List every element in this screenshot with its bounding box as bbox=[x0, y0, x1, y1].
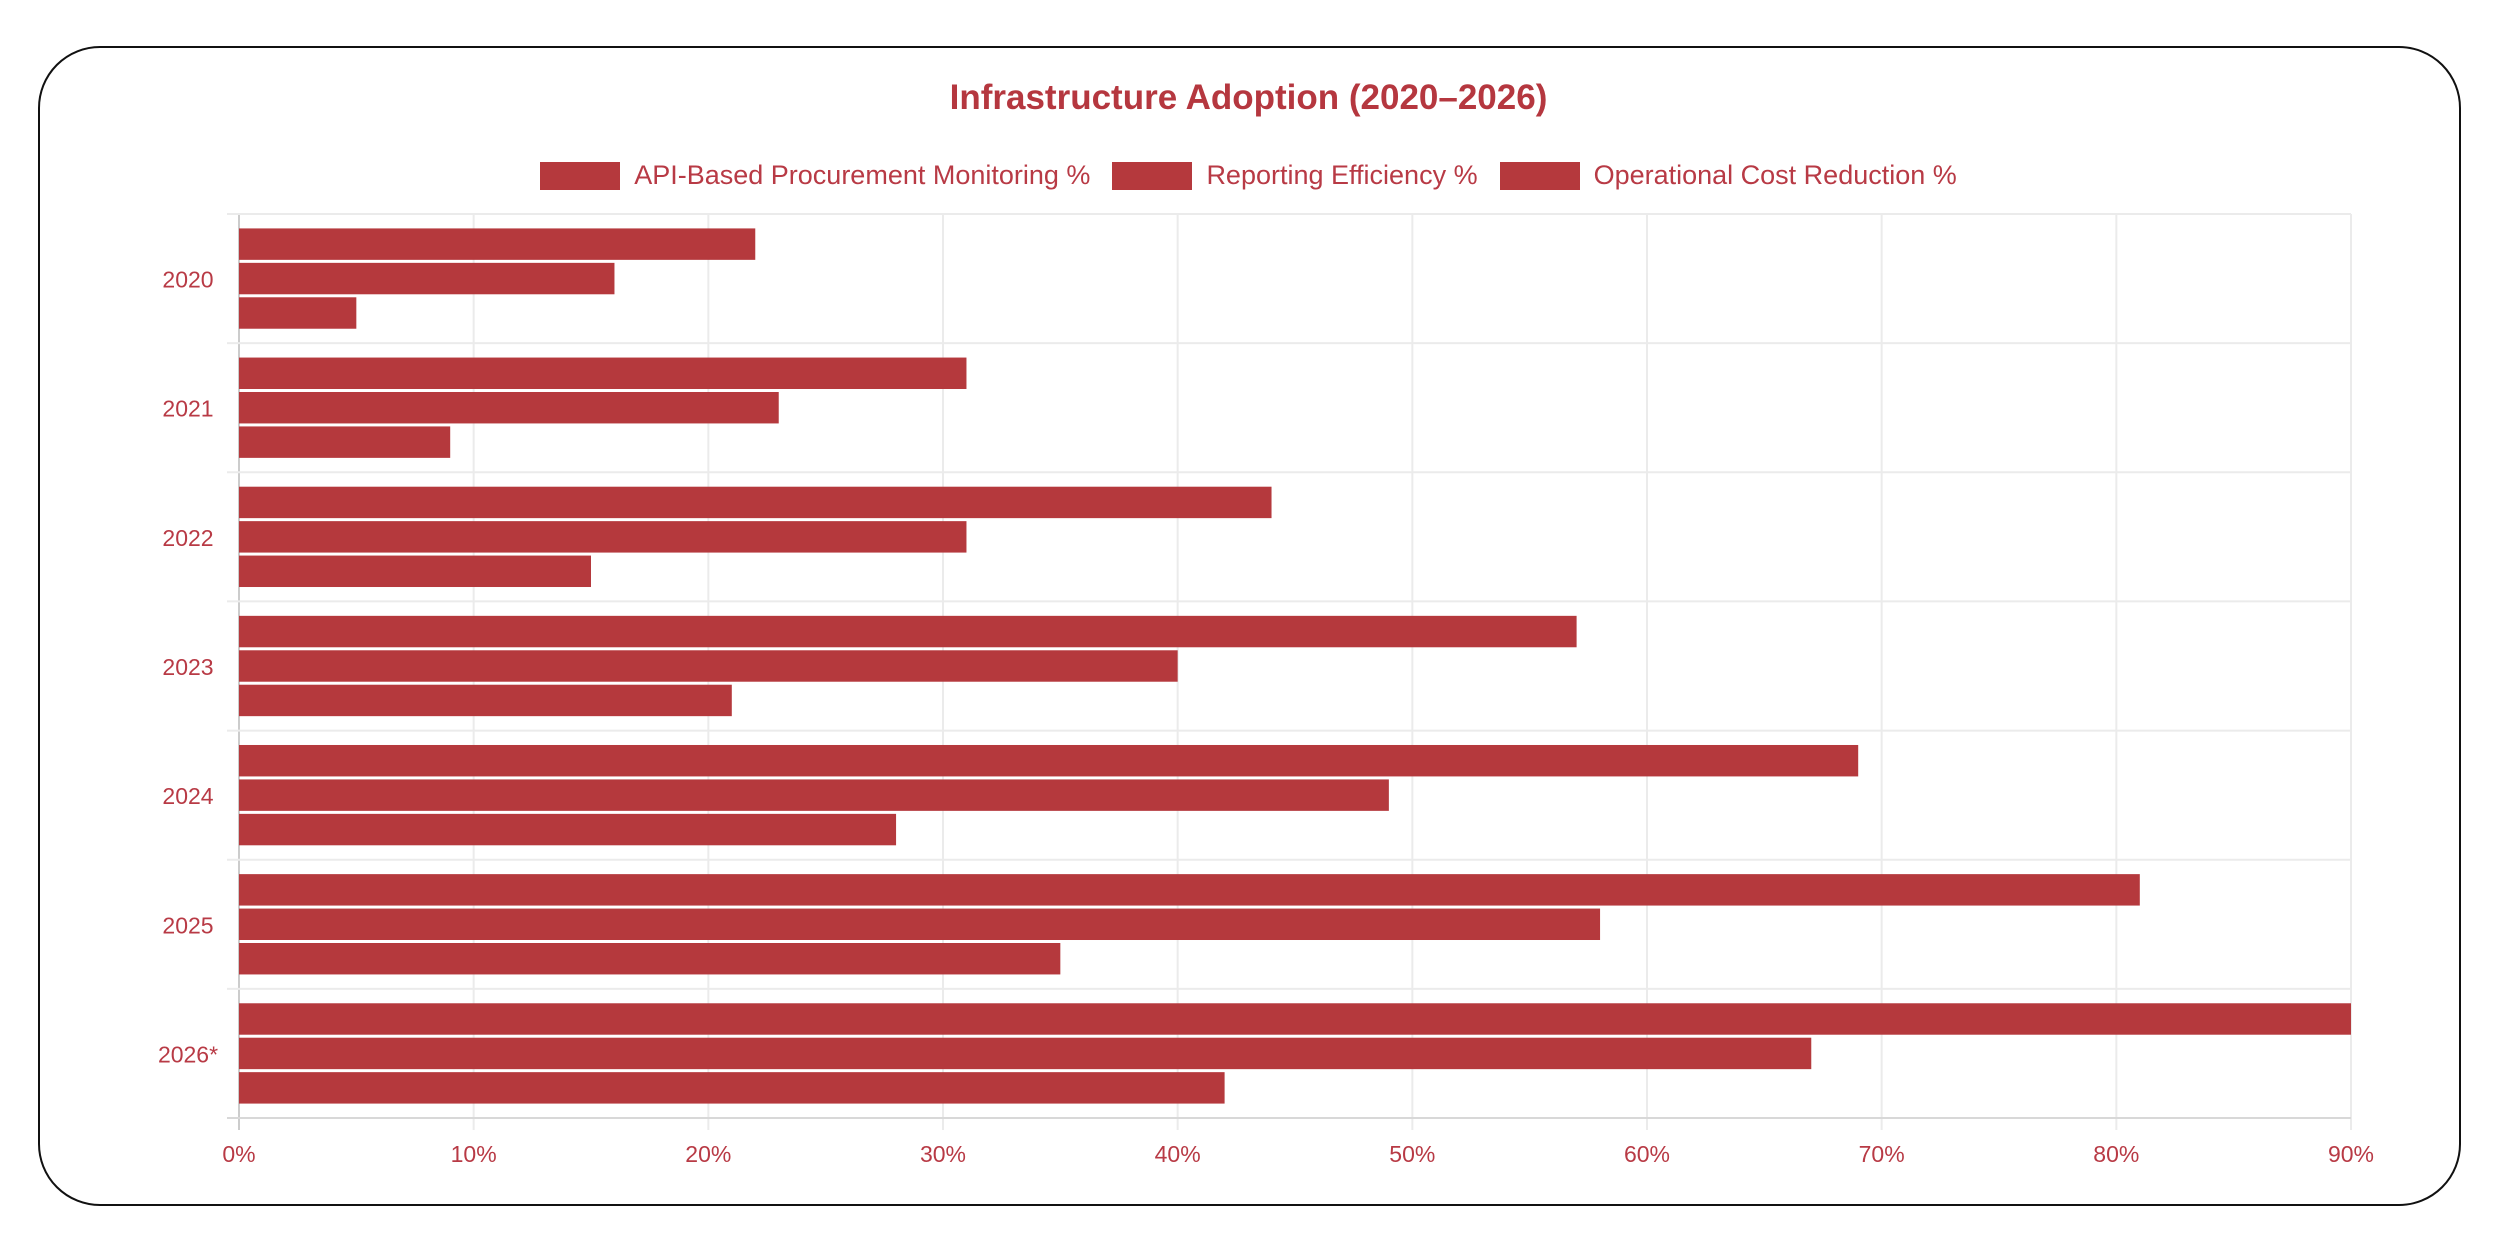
bar-2021-1 bbox=[239, 357, 967, 389]
x-tick-label: 0% bbox=[222, 1141, 255, 1167]
legend-label: Reporting Efficiency % bbox=[1206, 160, 1478, 190]
legend-swatch bbox=[1499, 161, 1580, 190]
legend-item-cost[interactable]: Operational Cost Reduction % bbox=[1499, 160, 1957, 191]
bar-2021-2 bbox=[239, 391, 779, 424]
bar-2023-1 bbox=[239, 615, 1577, 648]
x-tick-label: 90% bbox=[2328, 1141, 2374, 1167]
x-tick-label: 70% bbox=[1859, 1141, 1905, 1167]
x-tick-label: 50% bbox=[1389, 1141, 1435, 1167]
bar-2024-3 bbox=[239, 813, 897, 846]
bar-2020-1 bbox=[239, 228, 756, 260]
x-tick-label: 80% bbox=[2093, 1141, 2139, 1167]
x-tick-label: 10% bbox=[451, 1141, 497, 1167]
bar-2024-2 bbox=[239, 779, 1389, 811]
bar-2022-1 bbox=[239, 486, 1272, 519]
bar-2022-3 bbox=[239, 555, 591, 588]
legend-label: API-Based Procurement Monitoring % bbox=[634, 160, 1091, 190]
bar-2020-2 bbox=[239, 262, 615, 295]
legend-item-api[interactable]: API-Based Procurement Monitoring % bbox=[540, 160, 1090, 191]
y-tick-label: 2021 bbox=[162, 396, 213, 422]
bar-2025-2 bbox=[239, 908, 1601, 941]
legend-item-reporting[interactable]: Reporting Efficiency % bbox=[1112, 160, 1478, 191]
y-tick-label: 2023 bbox=[162, 654, 213, 680]
x-tick-label: 20% bbox=[685, 1141, 731, 1167]
legend-label: Operational Cost Reduction % bbox=[1593, 160, 1957, 190]
y-tick-label: 2020 bbox=[162, 267, 213, 293]
x-tick-label: 60% bbox=[1624, 1141, 1670, 1167]
legend-swatch bbox=[1112, 161, 1193, 190]
y-tick-label: 2026* bbox=[158, 1041, 218, 1067]
bar-2026*-2 bbox=[239, 1037, 1812, 1070]
bar-2021-3 bbox=[239, 426, 451, 458]
bar-2026*-3 bbox=[239, 1072, 1225, 1104]
bar-2023-3 bbox=[239, 684, 732, 717]
bar-2023-2 bbox=[239, 650, 1178, 682]
y-tick-label: 2024 bbox=[162, 783, 213, 809]
legend-swatch bbox=[540, 161, 621, 190]
bar-2025-3 bbox=[239, 943, 1061, 975]
chart-card bbox=[38, 46, 2461, 1206]
y-tick-label: 2025 bbox=[162, 912, 213, 938]
bar-2024-1 bbox=[239, 744, 1859, 777]
x-tick-label: 30% bbox=[920, 1141, 966, 1167]
bar-2026*-1 bbox=[239, 1003, 2351, 1035]
legend: API-Based Procurement Monitoring % Repor… bbox=[0, 160, 2497, 191]
x-tick-label: 40% bbox=[1155, 1141, 1201, 1167]
bar-2022-2 bbox=[239, 521, 967, 553]
y-tick-label: 2022 bbox=[162, 525, 213, 551]
bar-2020-3 bbox=[239, 297, 357, 329]
bar-2025-1 bbox=[239, 874, 2140, 906]
chart-title: Infrastructure Adoption (2020–2026) bbox=[949, 78, 1548, 117]
